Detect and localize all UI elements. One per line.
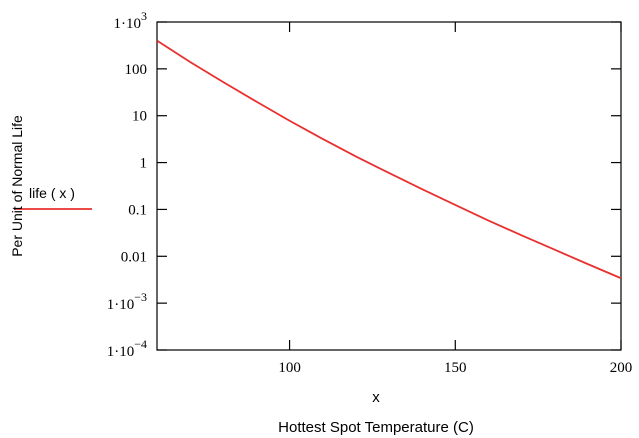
y-tick-label: 10 — [132, 109, 147, 125]
y-tick-label: 1·10−3 — [107, 290, 147, 313]
y-tick-label: 0.1 — [128, 202, 147, 218]
legend: life ( x ) — [14, 185, 92, 210]
x-tick-label: 200 — [610, 360, 633, 376]
y-tick-base: 1·10 — [114, 16, 142, 32]
y-tick-base: 1·10 — [107, 344, 135, 360]
x-tick-label: 100 — [278, 360, 301, 376]
x-tick-label: 150 — [444, 360, 467, 376]
y-tick-exponent: −3 — [134, 290, 147, 304]
y-tick-label: 100 — [125, 62, 148, 78]
series-layer — [156, 39, 622, 280]
y-tick-label: 1 — [140, 156, 148, 172]
y-tick-exponent: −4 — [134, 337, 147, 351]
plot-frame — [156, 21, 622, 351]
x-axis-label: x — [372, 389, 380, 406]
series-line-life — [156, 39, 622, 280]
y-axis-label: Per Unit of Normal Life — [9, 115, 25, 257]
x-ticks: 100 150 200 — [278, 22, 632, 376]
y-tick-label: 1·10−4 — [107, 337, 147, 360]
y-tick-label: 1·103 — [114, 9, 148, 32]
y-tick-label: 0.01 — [121, 249, 147, 265]
y-tick-base: 1·10 — [107, 297, 135, 313]
legend-label: life ( x ) — [29, 185, 75, 201]
x-axis-secondary-label: Hottest Spot Temperature (C) — [278, 419, 474, 436]
y-tick-exponent: 3 — [141, 9, 147, 23]
